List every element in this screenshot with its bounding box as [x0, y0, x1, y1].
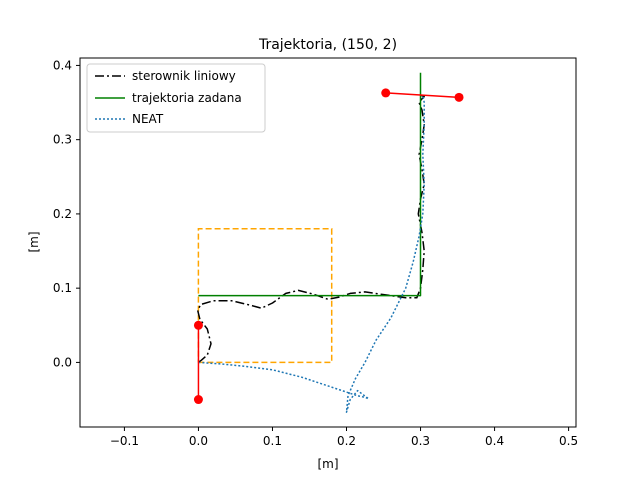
red-segment-2	[385, 92, 460, 99]
legend-label-neat: NEAT	[132, 112, 164, 126]
y-axis: 0.0 0.1 0.2 0.3 0.4	[53, 58, 80, 369]
y-tick-label: 0.4	[53, 58, 72, 72]
x-tick-label: 0.2	[337, 434, 356, 448]
plot-area	[193, 72, 464, 413]
legend-label-trajektoria: trajektoria zadana	[132, 91, 242, 105]
x-tick-label: −0.1	[110, 434, 139, 448]
red-marker-2-2	[454, 92, 464, 102]
y-tick-label: 0.3	[53, 133, 72, 147]
y-tick-label: 0.1	[53, 281, 72, 295]
x-tick-label: 0.3	[411, 434, 430, 448]
x-tick-label: 0.0	[189, 434, 208, 448]
y-tick-label: 0.2	[53, 207, 72, 221]
y-axis-label: [m]	[27, 231, 41, 252]
x-tick-label: 0.4	[485, 434, 504, 448]
chart-title: Trajektoria, (150, 2)	[258, 37, 397, 53]
series-trajektoria-zadana-line	[198, 72, 422, 297]
x-axis-label: [m]	[317, 457, 338, 471]
legend-box	[86, 63, 266, 133]
y-tick-label: 0.0	[53, 355, 72, 369]
series-neat-line	[198, 94, 425, 413]
red-marker-1-2	[193, 320, 203, 330]
plot-frame	[79, 57, 577, 428]
region-rectangle	[197, 228, 333, 364]
legend-label-sterownik: sterownik liniowy	[132, 69, 236, 83]
x-tick-label: 0.5	[559, 434, 578, 448]
x-tick-label: 0.1	[263, 434, 282, 448]
legend: sterownik liniowy trajektoria zadana NEA…	[86, 63, 266, 133]
x-axis: −0.1 0.0 0.1 0.2 0.3 0.4 0.5	[110, 427, 578, 448]
red-marker-1-1	[193, 395, 203, 405]
red-marker-2-1	[381, 88, 391, 98]
